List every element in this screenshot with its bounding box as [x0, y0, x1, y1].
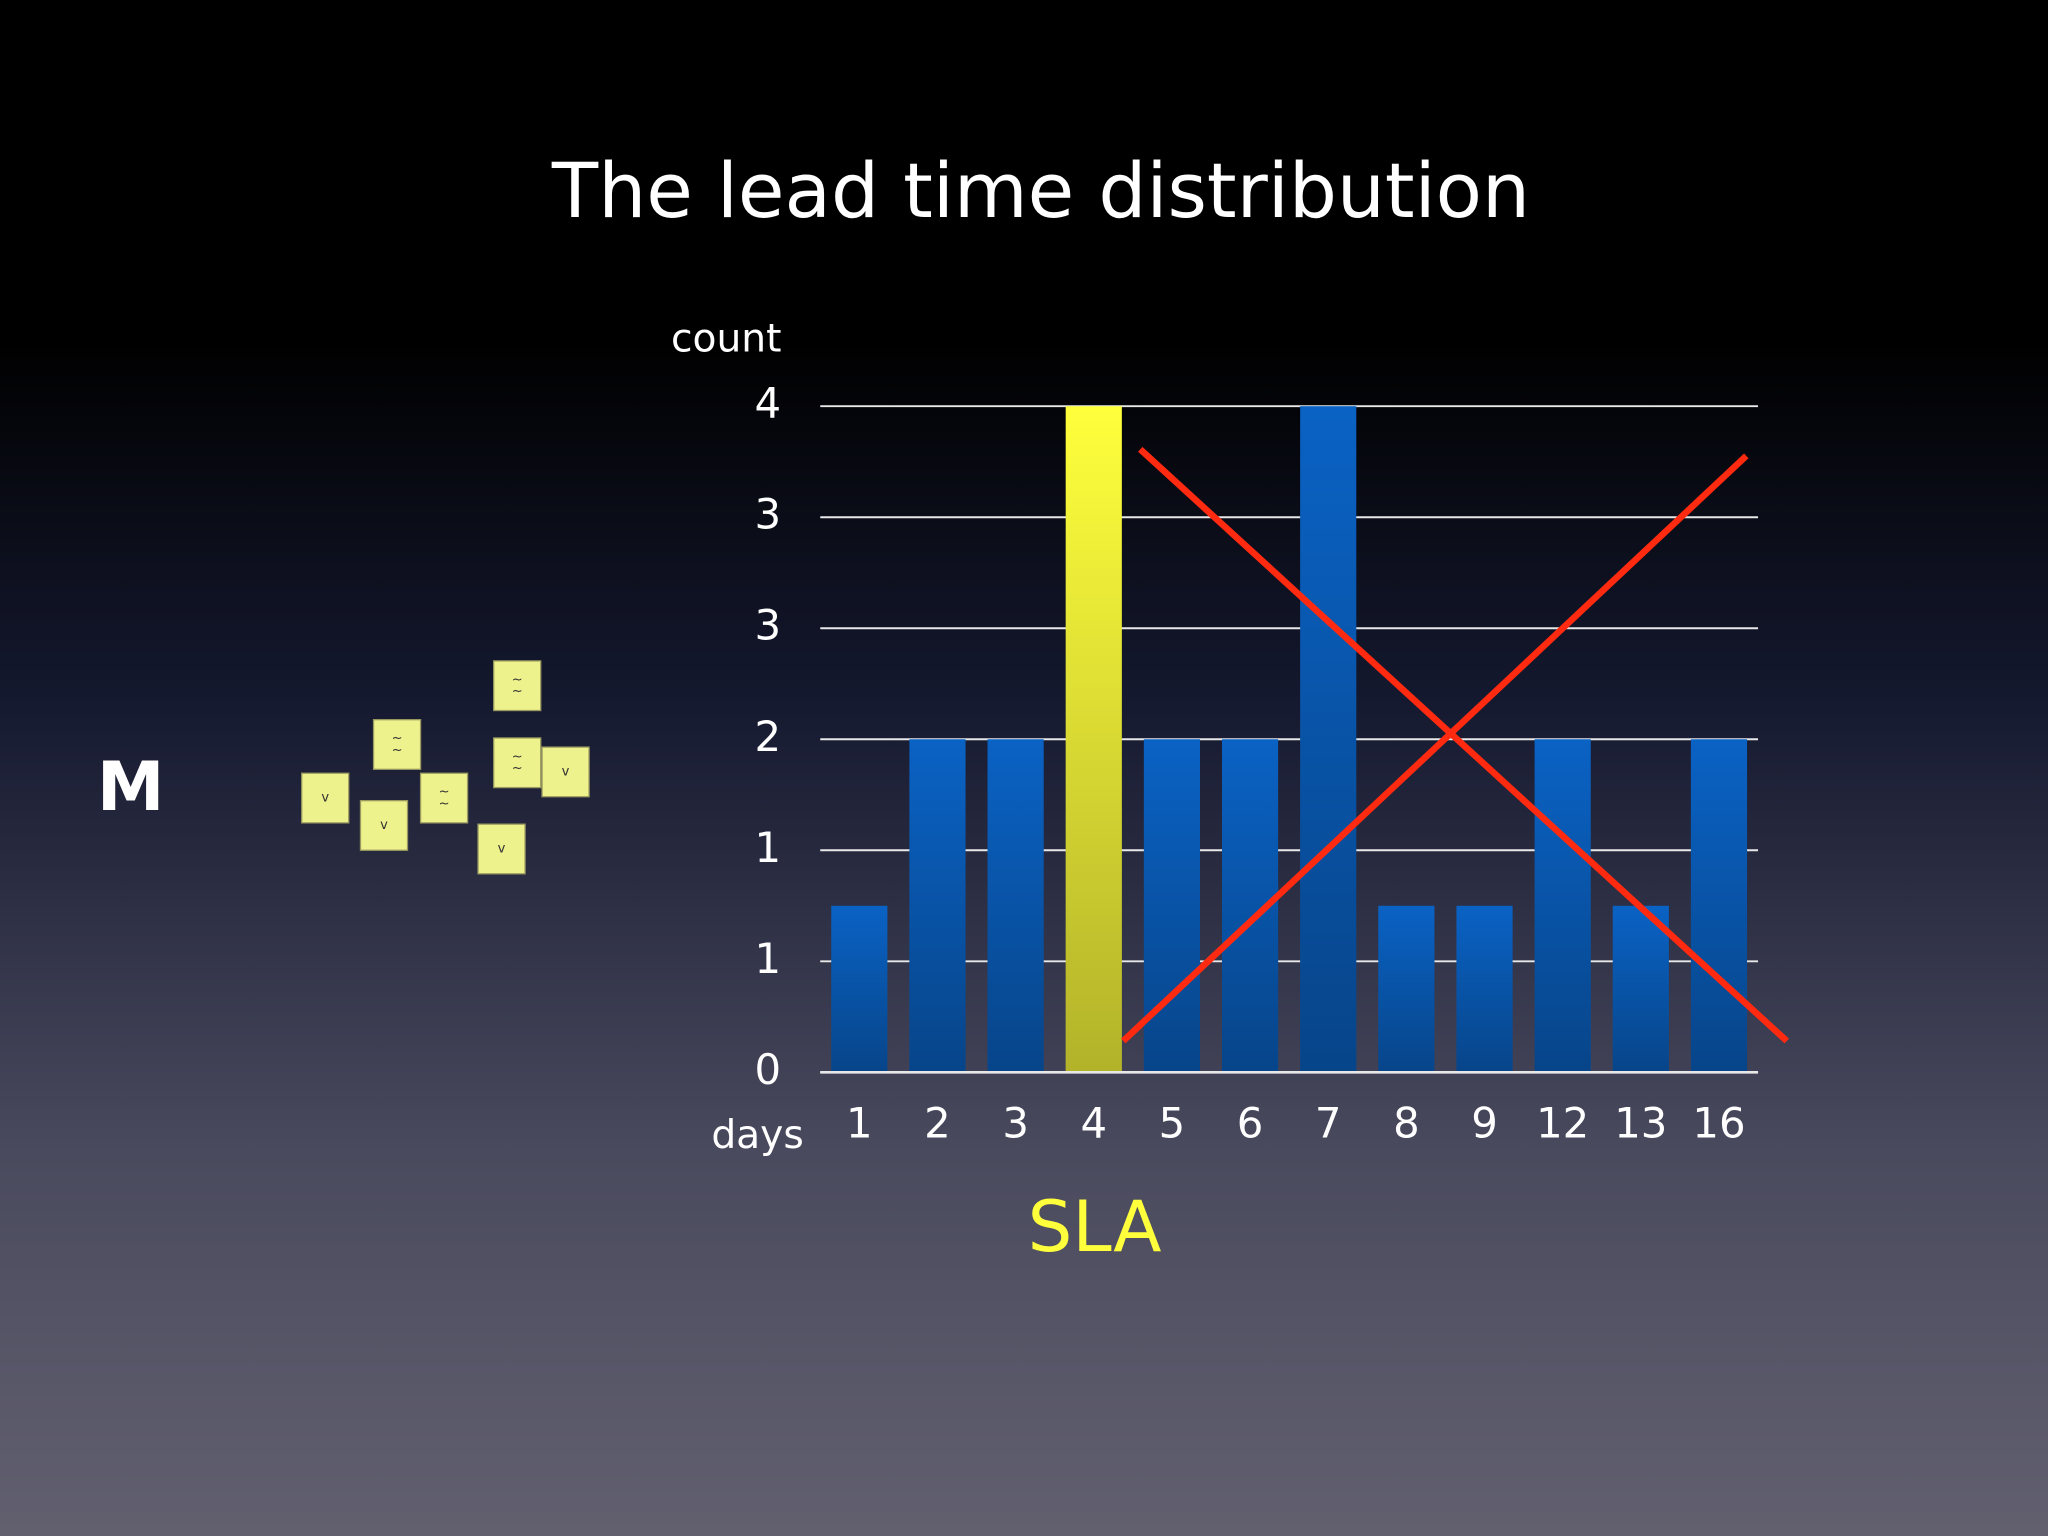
y-tick-label: 1	[754, 934, 781, 983]
note-paper	[301, 772, 350, 824]
x-tick-label: 4	[1080, 1098, 1107, 1147]
bar-group	[909, 739, 966, 1073]
note-paper	[493, 737, 542, 789]
sticky-note: ~~	[493, 737, 542, 789]
bar-group	[1456, 905, 1513, 1073]
note-text: v	[562, 764, 570, 779]
sticky-note: v	[301, 772, 350, 824]
note-text: ~	[512, 684, 523, 699]
note-text: ~	[392, 743, 403, 758]
x-tick-label: 3	[1002, 1098, 1029, 1147]
bar-shade	[1065, 406, 1122, 1073]
note-paper	[359, 799, 409, 851]
cross-line	[1121, 453, 1749, 1044]
bar-group	[831, 905, 888, 1073]
chart-title: The lead time distribution	[551, 147, 1530, 235]
bar-shade	[831, 905, 888, 1073]
bar-shade	[1456, 905, 1513, 1073]
note-paper	[419, 772, 469, 824]
x-tick-label: 8	[1393, 1098, 1420, 1147]
note-text: v	[380, 818, 388, 833]
y-tick-label: 4	[754, 379, 781, 428]
x-tick-label: 9	[1471, 1098, 1498, 1147]
note-text: v	[321, 791, 329, 806]
y-tick-label: 0	[754, 1045, 781, 1094]
annotation: SLA	[1028, 1186, 1162, 1268]
cross-out	[1121, 446, 1789, 1044]
y-tick-label: 3	[754, 601, 781, 650]
note-text: ~	[439, 796, 450, 811]
y-tick-label: 2	[754, 712, 781, 761]
sticky-note: ~~	[419, 772, 469, 824]
bar-group	[1690, 739, 1748, 1073]
note-paper	[541, 746, 590, 798]
bar-shade	[1378, 905, 1435, 1073]
note-text: ~	[439, 785, 450, 800]
bar-group	[1143, 739, 1200, 1073]
bar-group	[987, 739, 1044, 1073]
note-text: ~	[512, 761, 523, 776]
y-tick-label: 1	[754, 823, 781, 872]
bar-shade	[1690, 739, 1748, 1073]
bar-shade	[987, 739, 1044, 1073]
bar-shade	[1534, 739, 1591, 1073]
bar-group	[1378, 905, 1435, 1073]
side-label: M	[97, 748, 165, 827]
x-tick-label: 1	[846, 1098, 873, 1147]
note-paper	[493, 660, 542, 712]
sticky-note: ~~	[372, 719, 422, 770]
note-text: v	[498, 841, 506, 856]
y-axis-label: count	[671, 316, 782, 361]
x-tick-label: 7	[1315, 1098, 1342, 1147]
sticky-note: v	[541, 746, 590, 798]
bar-group	[1612, 905, 1669, 1073]
note-paper	[372, 719, 422, 770]
x-axis-label: days	[711, 1113, 803, 1158]
x-tick-label: 13	[1614, 1098, 1667, 1147]
bar-group	[1300, 406, 1357, 1073]
x-tick-label: 6	[1237, 1098, 1264, 1147]
bar-shade	[1612, 905, 1669, 1073]
bar-group	[1221, 739, 1279, 1073]
sticky-note: ~~	[493, 660, 542, 712]
x-tick-label: 5	[1159, 1098, 1186, 1147]
x-tick-label: 16	[1692, 1098, 1745, 1147]
note-text: ~	[512, 749, 523, 764]
bar-group	[1534, 739, 1591, 1073]
sticky-note: v	[359, 799, 409, 851]
bar-shade	[909, 739, 966, 1073]
note-text: ~	[512, 672, 523, 687]
note-text: ~	[392, 731, 403, 746]
bar-group	[1065, 406, 1122, 1073]
note-paper	[477, 823, 526, 875]
y-tick-label: 3	[754, 490, 781, 539]
x-tick-label: 12	[1536, 1098, 1589, 1147]
cross-line	[1138, 446, 1789, 1044]
sticky-note: v	[477, 823, 526, 875]
x-tick-label: 2	[924, 1098, 951, 1147]
bar-shade	[1300, 406, 1357, 1073]
bar-shade	[1143, 739, 1200, 1073]
